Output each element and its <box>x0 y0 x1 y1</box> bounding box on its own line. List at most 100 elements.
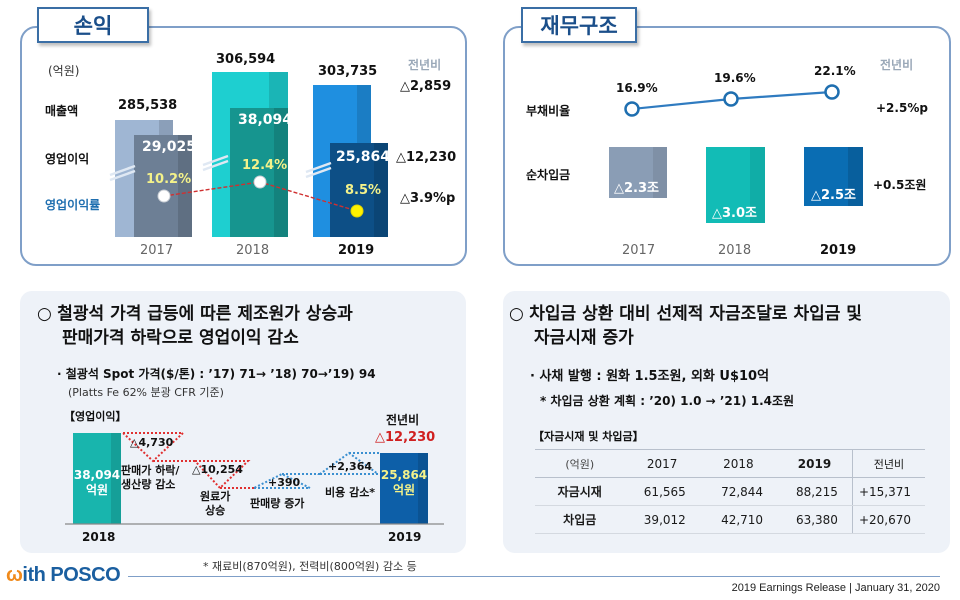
op-margin-value-2017: 10.2% <box>146 172 192 187</box>
net-debt-bar-2017 <box>609 147 667 198</box>
cash-debt-table: (억원) 2017 2018 2019 전년비 자금시재 61,565 72,8… <box>535 449 925 534</box>
sales-value-2019: 303,735 <box>318 64 378 79</box>
waterfall-bar-2019 <box>380 453 428 524</box>
step-decrease-2 <box>192 460 251 490</box>
debt-ratio-2018: 19.6% <box>714 71 756 85</box>
waterfall-start-unit: 억원 <box>85 483 109 497</box>
op-margin-value-2019: 8.5% <box>345 183 382 198</box>
net-debt-value-2019: △2.5조 <box>811 188 856 203</box>
waterfall-year-2018: 2018 <box>82 530 116 544</box>
iron-ore-bullet: · 철광석 Spot 가격($/톤) : ’17) 71→ ’18) 70→’1… <box>57 367 376 381</box>
debt-ratio-2017: 16.9% <box>616 81 658 95</box>
waterfall-connectors <box>65 432 444 525</box>
right-headline-line2: 자금시재 증가 <box>534 328 634 348</box>
table-row: 자금시재 61,565 72,844 88,215 +15,371 <box>535 477 925 506</box>
header-2019: 2019 <box>777 449 853 478</box>
right-headline: ○ 차입금 상환 대비 선제적 자금조달로 차입금 및 자금시재 증가 <box>509 304 862 348</box>
cash-2017: 61,565 <box>624 477 700 506</box>
step-label-2b: 상승 <box>205 504 226 517</box>
debt-yoy: +20,670 <box>851 505 925 534</box>
table-row: 차입금 39,012 42,710 63,380 +20,670 <box>535 505 925 534</box>
posco-logo: ωith POSCO <box>6 564 121 587</box>
waterfall-start-number: 38,094 <box>73 468 121 482</box>
step-label-2a: 원료가 <box>200 490 231 503</box>
debt-2017: 39,012 <box>624 505 700 534</box>
op-income-bar-2019 <box>330 143 388 237</box>
cash-2018: 72,844 <box>699 477 778 506</box>
waterfall-year-2019: 2019 <box>388 530 422 544</box>
step-value-4: +2,364 <box>328 460 373 473</box>
op-income-value-2019: 25,864 <box>336 149 391 165</box>
finance-panel-title: 재무구조 <box>521 7 637 43</box>
header-2017: 2017 <box>624 449 700 478</box>
header-2018: 2018 <box>699 449 778 478</box>
step-label-2: 원료가 상승 <box>200 490 230 518</box>
op-margin-value-2018: 12.4% <box>242 158 288 173</box>
sales-value-2018: 306,594 <box>216 52 276 67</box>
profit-overlay <box>109 154 364 218</box>
step-increase-2 <box>316 451 382 475</box>
op-income-value-2017: 29,025 <box>142 139 197 155</box>
net-debt-bar-2019 <box>804 147 863 206</box>
release-info: 2019 Earnings Release | January 31, 2020 <box>731 582 940 594</box>
finance-panel <box>503 26 951 266</box>
axis-break-icon <box>109 154 332 182</box>
year-label-2018: 2018 <box>236 243 270 258</box>
row-label-sales: 매출액 <box>45 104 79 118</box>
op-income-bar-2018 <box>230 108 288 237</box>
debt-ratio-dot-2017 <box>624 101 640 117</box>
finance-year-2018: 2018 <box>718 243 752 258</box>
net-debt-value-2017: △2.3조 <box>614 181 659 196</box>
sales-value-2017: 285,538 <box>118 98 178 113</box>
logo-text: ith POSCO <box>22 564 121 586</box>
profit-panel-title: 손익 <box>37 7 149 43</box>
debt-2019: 63,380 <box>777 505 853 534</box>
profit-yoy-header: 전년비 <box>408 58 442 72</box>
yoy-op-income: △12,230 <box>396 150 457 165</box>
waterfall-end-unit: 억원 <box>392 483 416 497</box>
net-debt-value-2018: △3.0조 <box>712 206 757 221</box>
header-yoy: 전년비 <box>851 449 925 478</box>
debt-ratio-dot-2019 <box>824 84 840 100</box>
table-header-row: (억원) 2017 2018 2019 전년비 <box>535 449 925 478</box>
row-label-net-debt: 순차입금 <box>526 168 571 182</box>
finance-year-2019: 2019 <box>820 243 857 258</box>
left-headline-line2: 판매가격 하락으로 영업이익 감소 <box>62 328 299 348</box>
waterfall-bar-2018 <box>73 433 121 524</box>
net-debt-bar-2018 <box>706 147 765 223</box>
row-label-cash: 자금시재 <box>535 477 625 506</box>
step-label-3: 판매량 증가 <box>250 497 305 510</box>
table-title: 【자금시재 및 차입금】 <box>533 430 644 443</box>
finance-yoy-header: 전년비 <box>880 58 914 72</box>
yoy-sales: △2,859 <box>400 79 452 94</box>
step-label-1: 판매가 하락/ 생산량 감소 <box>121 464 179 492</box>
debt-ratio-2019: 22.1% <box>814 64 856 78</box>
footer-divider <box>128 576 940 577</box>
left-headline: ○ 철광석 가격 급등에 따른 제조원가 상승과 판매가격 하락으로 영업이익 … <box>37 304 353 348</box>
yoy-debt-ratio: +2.5%p <box>876 101 928 115</box>
row-label-op-margin: 영업이익률 <box>45 198 101 212</box>
right-headline-line1: 차입금 상환 대비 선제적 자금조달로 차입금 및 <box>529 304 862 324</box>
step-label-4: 비용 감소* <box>325 486 376 499</box>
unit-label: (억원) <box>48 64 80 78</box>
step-decrease-1 <box>120 432 186 463</box>
repayment-plan: * 차입금 상환 계획 : ’20) 1.0 → ’21) 1.4조원 <box>540 394 795 408</box>
step-label-1b: 생산량 감소 <box>121 478 176 491</box>
row-label-op-income: 영업이익 <box>45 152 90 166</box>
debt-ratio-dot-2018 <box>723 91 739 107</box>
left-headline-line1: 철광석 가격 급등에 따른 제조원가 상승과 <box>57 304 353 324</box>
header-unit: (억원) <box>535 449 625 478</box>
cash-2019: 88,215 <box>777 477 853 506</box>
op-income-bar-2017 <box>134 135 192 237</box>
row-label-debt: 차입금 <box>535 505 625 534</box>
step-value-3: +390 <box>268 476 301 489</box>
op-margin-dot-2018 <box>253 175 267 189</box>
waterfall-title: 【영업이익】 <box>64 410 127 423</box>
waterfall-end-value: 25,864 억원 <box>380 468 428 498</box>
debt-2018: 42,710 <box>699 505 778 534</box>
op-margin-dot-2017 <box>157 189 171 203</box>
waterfall-yoy-value: △12,230 <box>375 430 436 445</box>
row-label-debt-ratio: 부채비율 <box>526 104 571 118</box>
step-increase-1 <box>253 472 311 489</box>
yoy-net-debt: +0.5조원 <box>873 178 927 192</box>
